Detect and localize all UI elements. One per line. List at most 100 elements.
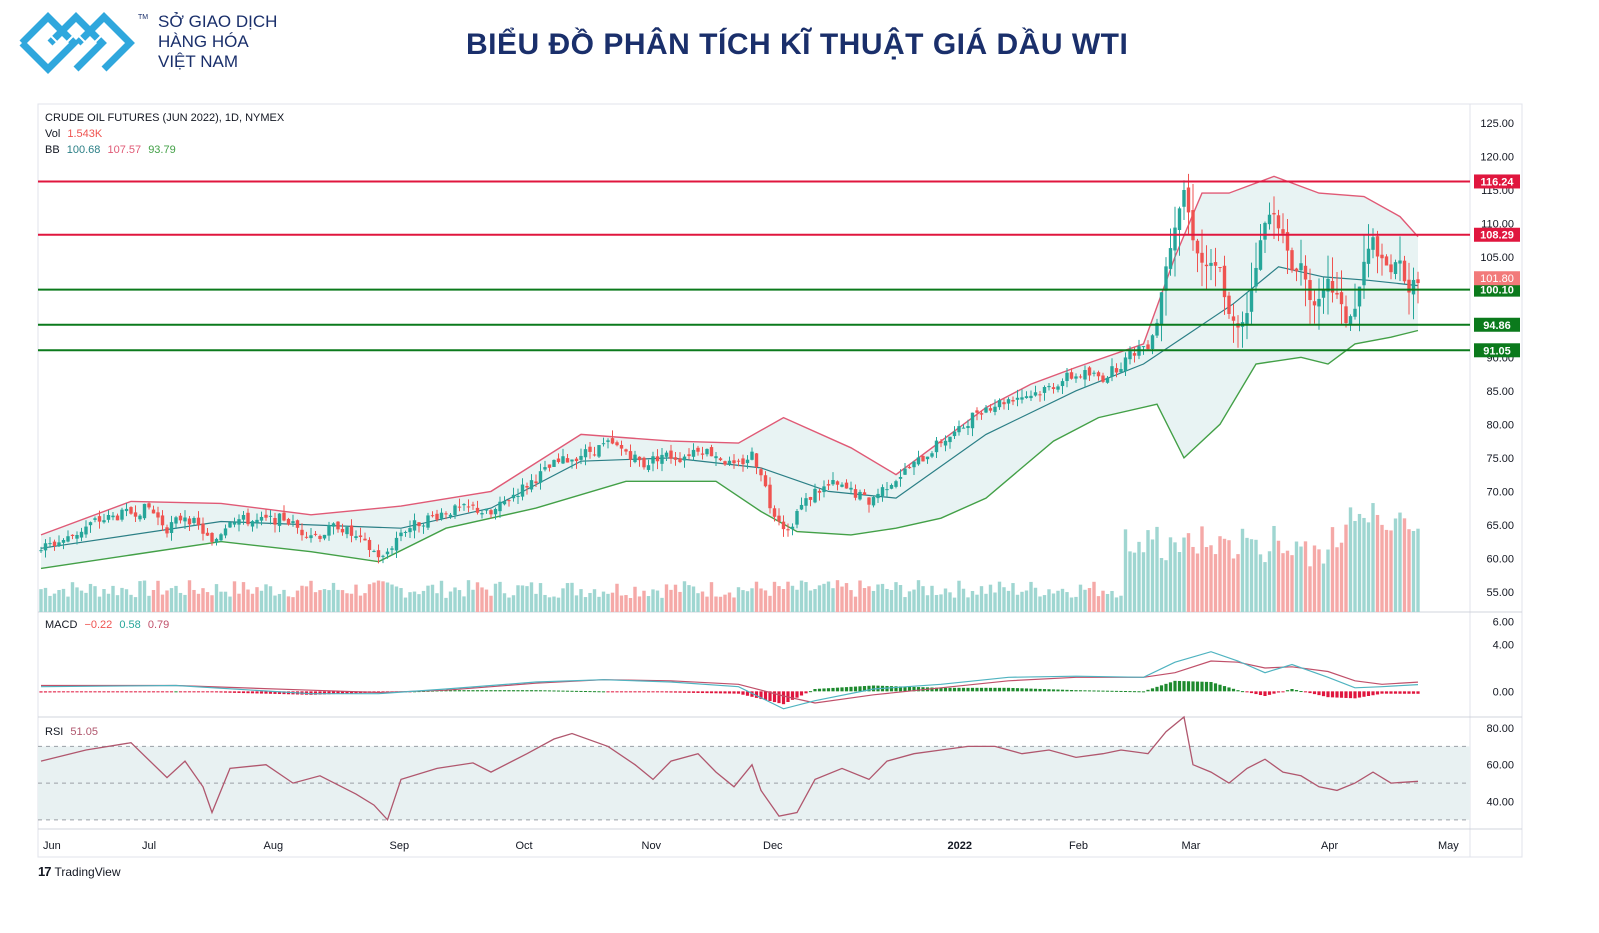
volume-bar bbox=[93, 586, 97, 612]
macd-histogram-bar bbox=[655, 691, 660, 693]
volume-bar bbox=[619, 595, 624, 612]
volume-bar bbox=[853, 596, 858, 612]
macd-histogram-bar bbox=[1177, 680, 1182, 692]
macd-histogram-bar bbox=[1249, 691, 1254, 694]
volume-bar bbox=[259, 590, 264, 612]
volume-bar bbox=[957, 580, 961, 612]
volume-bar bbox=[606, 593, 610, 612]
volume-bar bbox=[1186, 533, 1191, 612]
macd-histogram-bar bbox=[273, 691, 277, 694]
candle-body bbox=[1123, 357, 1128, 372]
volume-bar bbox=[777, 586, 781, 612]
candle-body bbox=[1020, 397, 1024, 400]
volume-bar bbox=[705, 596, 709, 612]
candle-body bbox=[561, 456, 565, 464]
candle-body bbox=[970, 412, 975, 429]
candle-body bbox=[1177, 208, 1182, 231]
candle-body bbox=[1006, 399, 1011, 404]
macd-histogram-bar bbox=[759, 691, 763, 699]
candle-body bbox=[84, 526, 88, 535]
volume-bar bbox=[241, 582, 246, 612]
candle-body bbox=[1303, 265, 1308, 280]
macd-histogram-bar bbox=[979, 687, 984, 692]
volume-bar bbox=[597, 596, 601, 612]
volume-bar bbox=[489, 595, 493, 612]
volume-bar bbox=[966, 597, 970, 612]
candle-body bbox=[1402, 260, 1407, 282]
macd-histogram-bar bbox=[660, 691, 664, 693]
candle-body bbox=[205, 532, 210, 536]
macd-histogram-bar bbox=[345, 691, 349, 694]
volume-bar bbox=[543, 594, 547, 612]
candle-body bbox=[1213, 262, 1218, 266]
candle-body bbox=[921, 455, 925, 462]
candle-body bbox=[664, 452, 669, 457]
level-badge bbox=[1474, 317, 1520, 332]
macd-histogram-bar bbox=[169, 691, 174, 693]
candle-body bbox=[1096, 372, 1101, 377]
candle-body bbox=[853, 489, 858, 498]
macd-histogram-bar bbox=[1033, 688, 1038, 692]
candle-body bbox=[502, 501, 507, 505]
candle-body bbox=[354, 536, 358, 539]
candle-body bbox=[813, 488, 817, 503]
last-price-badge bbox=[1474, 271, 1520, 286]
volume-bar bbox=[309, 580, 313, 612]
macd-histogram-bar bbox=[808, 691, 813, 693]
macd-histogram-bar bbox=[736, 691, 741, 694]
candle-body bbox=[93, 518, 97, 520]
tradingview-logo-icon: 17 bbox=[38, 864, 52, 879]
candle-body bbox=[957, 426, 961, 433]
candle-body bbox=[907, 466, 912, 469]
candle-body bbox=[160, 515, 165, 526]
candle-body bbox=[534, 481, 538, 484]
candle-body bbox=[1285, 232, 1290, 251]
macd-histogram-bar bbox=[1267, 691, 1272, 695]
candle-body bbox=[520, 484, 525, 497]
macd-histogram-bar bbox=[1276, 691, 1281, 693]
candle-body bbox=[754, 453, 759, 468]
tradingview-branding[interactable]: 17 TradingView bbox=[38, 864, 121, 879]
candle-body bbox=[115, 515, 120, 521]
macd-histogram-bar bbox=[1020, 688, 1024, 692]
candle-body bbox=[894, 481, 898, 487]
volume-bar bbox=[930, 585, 934, 612]
volume-bar bbox=[763, 590, 768, 612]
macd-histogram-bar bbox=[1227, 687, 1231, 692]
price-tick-label: 65.00 bbox=[1486, 520, 1514, 532]
macd-histogram-bar bbox=[129, 691, 133, 693]
volume-bar bbox=[678, 591, 682, 612]
macd-histogram-bar bbox=[840, 687, 844, 692]
volume-bar bbox=[759, 588, 763, 612]
macd-histogram-bar bbox=[547, 690, 552, 692]
volume-bar bbox=[1384, 529, 1389, 612]
macd-histogram-bar bbox=[1335, 691, 1339, 698]
candle-body bbox=[300, 529, 304, 536]
macd-histogram-bar bbox=[277, 691, 282, 695]
volume-bar bbox=[1258, 554, 1263, 612]
candle-body bbox=[1182, 189, 1186, 207]
candle-body bbox=[178, 515, 183, 521]
candle-body bbox=[952, 431, 957, 437]
macd-histogram-bar bbox=[1402, 691, 1407, 694]
macd-histogram-bar bbox=[601, 691, 606, 693]
candle-body bbox=[741, 458, 745, 465]
volume-bar bbox=[975, 594, 979, 612]
macd-histogram-bar bbox=[246, 691, 250, 694]
macd-histogram-bar bbox=[147, 691, 151, 693]
candle-body bbox=[444, 513, 448, 515]
price-chart[interactable]: 125.00120.00115.00110.00105.00100.0095.0… bbox=[0, 92, 1599, 872]
macd-histogram-bar bbox=[1060, 689, 1065, 692]
volume-bar bbox=[1371, 503, 1375, 612]
brand-name: SỞ GIAO DỊCH HÀNG HÓA VIỆT NAM bbox=[158, 12, 277, 72]
x-axis-label: 2022 bbox=[948, 840, 972, 852]
volume-bar bbox=[1114, 597, 1119, 612]
macd-histogram-bar bbox=[205, 691, 210, 693]
candle-body bbox=[480, 513, 484, 515]
macd-histogram-bar bbox=[1146, 689, 1150, 692]
macd-histogram-bar bbox=[1006, 687, 1011, 692]
candle-body bbox=[547, 464, 552, 468]
volume-bar bbox=[1240, 528, 1245, 612]
volume-bar bbox=[471, 589, 475, 612]
volume-bar bbox=[795, 589, 799, 612]
